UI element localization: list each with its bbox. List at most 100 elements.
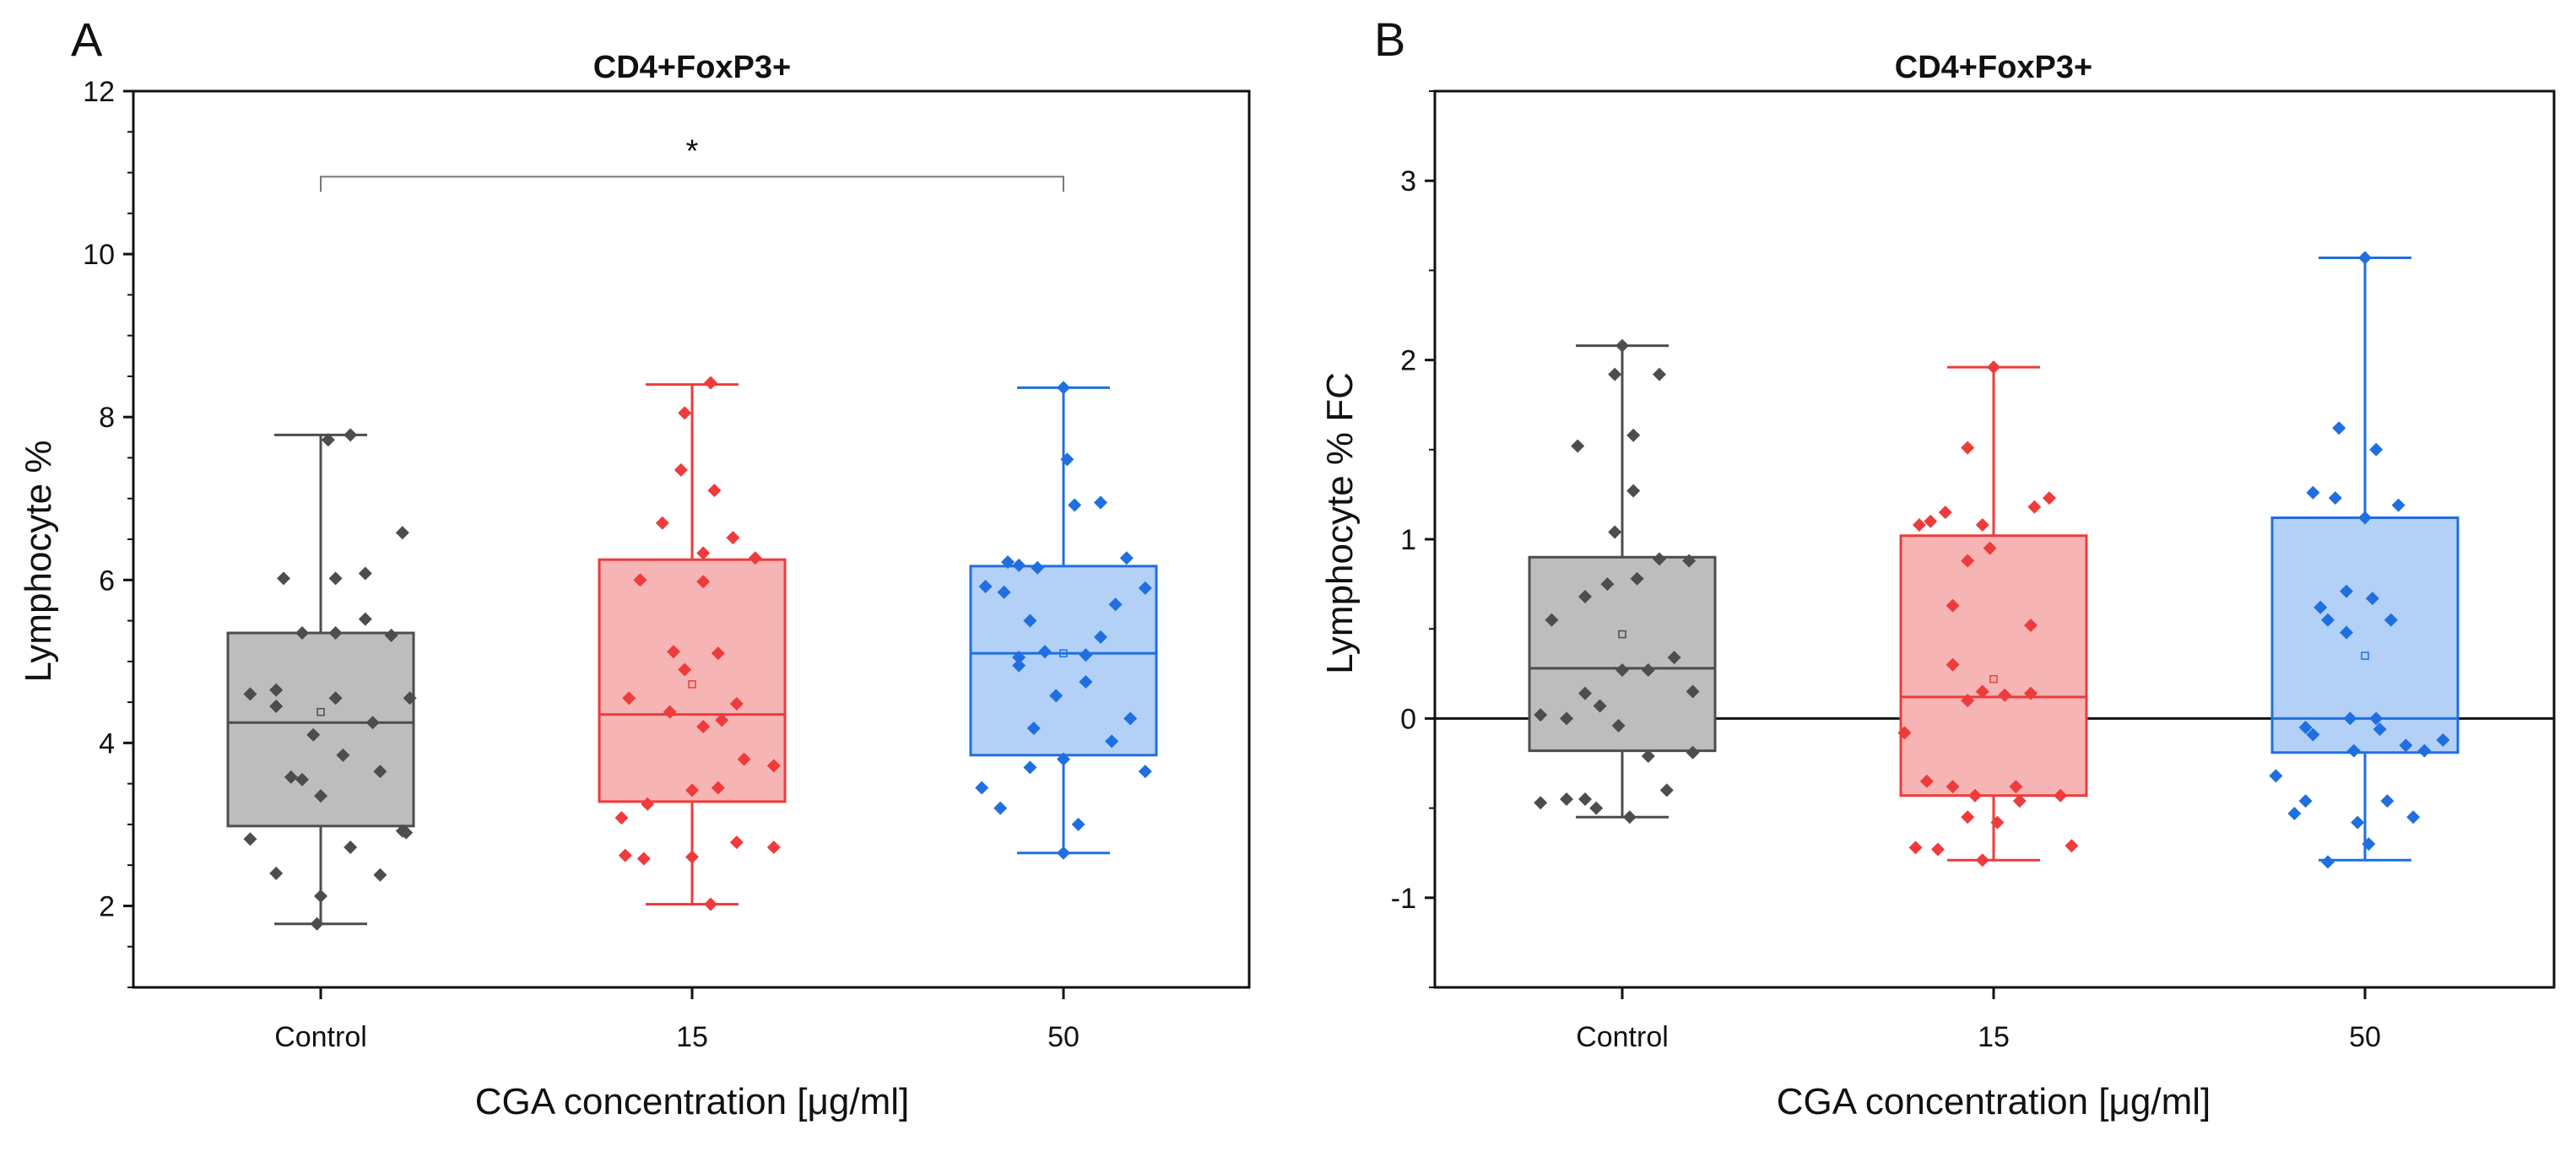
panel-a-label: A bbox=[71, 13, 103, 66]
data-point bbox=[1686, 684, 1700, 699]
data-point bbox=[269, 683, 284, 697]
data-point bbox=[1001, 555, 1015, 570]
data-point bbox=[1012, 658, 1026, 673]
data-point bbox=[1968, 788, 1982, 803]
data-point bbox=[685, 850, 699, 864]
data-point bbox=[2321, 855, 2335, 869]
panel-a-y-tick-label: 8 bbox=[99, 402, 115, 434]
data-point bbox=[269, 699, 284, 713]
data-point bbox=[696, 546, 711, 560]
data-point bbox=[1961, 810, 1975, 824]
data-point bbox=[1578, 792, 1592, 806]
data-point bbox=[2351, 815, 2365, 830]
data-point bbox=[328, 626, 343, 641]
data-point bbox=[729, 697, 744, 711]
data-point bbox=[1987, 360, 2000, 375]
data-point bbox=[1961, 694, 1975, 708]
data-point bbox=[2321, 613, 2335, 627]
data-point bbox=[1593, 699, 1607, 713]
data-point bbox=[1560, 711, 1573, 726]
panel-b-y-axis-label: Lymphocyte % FC bbox=[1319, 372, 1361, 674]
panel-a-box-control bbox=[226, 428, 417, 931]
data-point bbox=[1653, 552, 1666, 566]
data-point bbox=[2269, 769, 2283, 783]
data-point bbox=[636, 852, 651, 866]
data-point bbox=[2287, 806, 2302, 820]
data-point bbox=[2343, 711, 2357, 726]
panel-a-x-tick-label: Control bbox=[274, 1021, 367, 1053]
panel-a-box-50 bbox=[969, 381, 1158, 860]
data-point bbox=[993, 801, 1008, 815]
data-point bbox=[715, 713, 729, 727]
data-point bbox=[1622, 810, 1637, 824]
data-point bbox=[2362, 837, 2376, 852]
panel-b-y-tick-label: 0 bbox=[1400, 703, 1416, 735]
data-point bbox=[1119, 551, 1134, 565]
data-point bbox=[1659, 783, 1674, 797]
data-point bbox=[1534, 708, 1548, 722]
data-point bbox=[2369, 711, 2384, 726]
data-point bbox=[1913, 518, 1926, 533]
data-point bbox=[1983, 541, 1997, 555]
data-point bbox=[243, 687, 257, 701]
data-point bbox=[1975, 853, 1989, 868]
data-point bbox=[1094, 630, 1107, 644]
data-point bbox=[328, 691, 343, 706]
data-point bbox=[766, 840, 781, 854]
data-point bbox=[1998, 688, 2012, 702]
iqr-box bbox=[969, 565, 1158, 757]
data-point bbox=[2024, 618, 2038, 632]
data-point bbox=[1094, 495, 1107, 510]
panel-b-box-15 bbox=[1897, 360, 2088, 868]
data-point bbox=[678, 406, 692, 420]
data-point bbox=[667, 645, 680, 659]
panel-a-x-tick-label: 50 bbox=[1047, 1021, 1080, 1053]
data-point bbox=[1924, 514, 1938, 528]
data-point bbox=[373, 765, 387, 779]
data-point bbox=[358, 612, 372, 626]
data-point bbox=[1138, 581, 1152, 595]
iqr-box bbox=[2270, 516, 2460, 754]
data-point bbox=[1571, 439, 1585, 453]
data-point bbox=[1611, 718, 1626, 733]
data-point bbox=[1667, 651, 1681, 665]
data-point bbox=[243, 832, 257, 846]
data-point bbox=[2043, 491, 2056, 506]
panel-b-x-axis-label: CGA concentration [μg/ml] bbox=[1777, 1081, 2211, 1122]
data-point bbox=[1641, 663, 1655, 678]
data-point bbox=[729, 835, 744, 850]
iqr-box bbox=[1528, 555, 1717, 753]
data-point bbox=[321, 433, 335, 447]
data-point bbox=[1938, 506, 1952, 520]
data-point bbox=[2306, 727, 2320, 742]
data-point bbox=[2054, 788, 2068, 803]
panel-b-y-tick-label: 2 bbox=[1400, 345, 1416, 377]
data-point bbox=[663, 705, 677, 719]
panel-b-y-tick-label: -1 bbox=[1391, 883, 1416, 915]
data-point bbox=[2380, 794, 2395, 808]
data-point bbox=[655, 516, 669, 530]
data-point bbox=[614, 811, 629, 825]
data-point bbox=[1919, 774, 1934, 788]
data-point bbox=[1961, 554, 1975, 568]
data-point bbox=[358, 566, 372, 581]
data-point bbox=[1138, 765, 1152, 779]
data-point bbox=[2024, 686, 2038, 700]
data-point bbox=[696, 575, 711, 589]
data-point bbox=[1641, 749, 1655, 764]
data-point bbox=[1123, 711, 1138, 726]
data-point bbox=[685, 783, 699, 797]
mean-marker bbox=[2361, 651, 2369, 660]
mean-marker bbox=[1059, 649, 1068, 657]
data-point bbox=[1031, 560, 1045, 575]
data-point bbox=[978, 579, 993, 593]
panel-b-label: B bbox=[1374, 13, 1405, 66]
data-point bbox=[1908, 841, 1923, 855]
data-point bbox=[2346, 743, 2361, 758]
panel-a-significance-bracket bbox=[320, 176, 1064, 192]
data-point bbox=[2340, 584, 2353, 598]
panel-a-y-axis-label: Lymphocyte % bbox=[18, 441, 59, 683]
data-point bbox=[737, 752, 751, 766]
data-point bbox=[1682, 554, 1697, 568]
